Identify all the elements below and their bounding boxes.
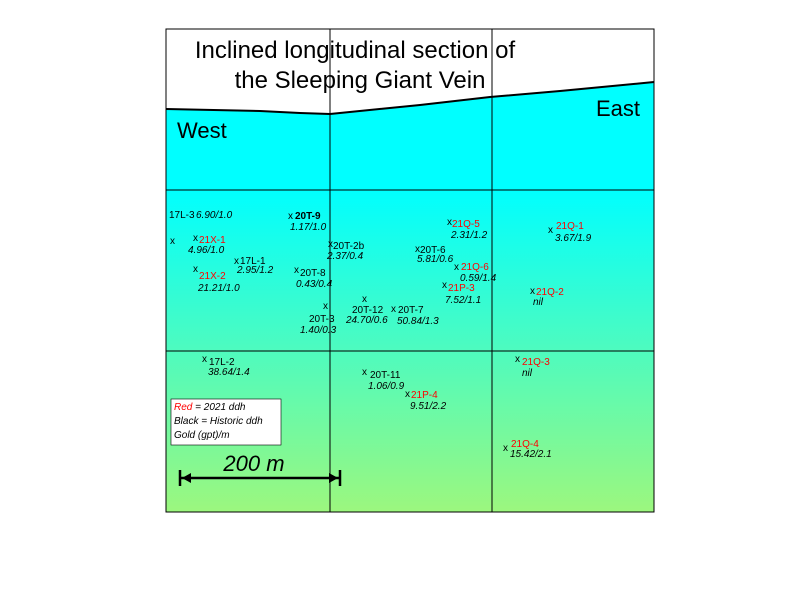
scale-bar-arrow-right [329,473,338,483]
surface-line [165,81,655,116]
drill-hole-marker-21p-3: x [442,280,447,291]
drill-hole-value-21q-1: 3.67/1.9 [555,233,592,244]
drill-hole-value-21q-6: 0.59/1.4 [460,273,497,284]
vein-area [166,82,654,512]
drill-hole-id-20t-3: 20T-3 [309,314,335,325]
drill-hole-marker-21x-1: x [193,233,198,244]
drill-hole-id-21q-4: 21Q-4 [511,439,539,450]
drill-hole-marker: x [170,236,175,247]
drill-hole-value-17l-1: 2.95/1.2 [236,265,274,276]
drill-hole-id-17l-1: 17L-1 [240,256,266,267]
drill-hole-id-21p-3: 21P-3 [448,283,475,294]
drill-hole-value-21x-2: 21.21/1.0 [197,283,240,294]
drill-hole-marker-20t-9: x [288,211,293,222]
drill-hole-value-21q-4: 15.42/2.1 [510,449,552,460]
drill-hole-marker-20t-11: x [362,367,367,378]
legend-red-word: Red [174,402,193,413]
drill-hole-value-20t-2b: 2.37/0.4 [326,251,364,262]
drill-hole-id-21q-1: 21Q-1 [556,221,584,232]
drill-hole-value-21x-1: 4.96/1.0 [188,245,225,256]
drill-hole-id-21p-4: 21P-4 [411,390,438,401]
drill-hole-value-21q-2: nil [533,297,544,308]
drill-hole-value-20t-6: 5.81/0.6 [417,254,454,265]
drill-hole-marker-20t-3: x [323,301,328,312]
drill-hole-id-21q-2: 21Q-2 [536,287,564,298]
drill-hole-id-20t-8: 20T-8 [300,268,326,279]
drill-hole-marker-21q-6: x [454,262,459,273]
drill-hole-id-20t-6: 20T-6 [420,245,446,256]
scale-bar-label: 200 m [222,451,284,476]
drill-hole-marker-21x-2: x [193,264,198,275]
legend-line-gold: Gold (gpt)/m [174,430,230,441]
legend-red-rest: = 2021 ddh [192,402,246,413]
drill-hole-marker-21p-4: x [405,389,410,400]
drill-hole-id-20t-12: 20T-12 [352,305,384,316]
drill-hole-id-21q-6: 21Q-6 [461,262,489,273]
legend-line-black: Black = Historic ddh [174,416,263,427]
drill-hole-id-21x-1: 21X-1 [199,235,226,246]
drill-hole-id-17l-3: 17L-3 [169,210,195,221]
drill-hole-value-20t-9: 1.17/1.0 [290,222,327,233]
drill-hole-marker-20t-8: x [294,265,299,276]
drill-hole-marker-21q-3: x [515,354,520,365]
drill-hole-marker-17l-2: x [202,354,207,365]
scale-bar: 200 m [178,451,342,486]
title-line-1: Inclined longitudinal section of [195,37,516,64]
drill-hole-id-21q-5: 21Q-5 [452,219,480,230]
drill-hole-value-20t-3: 1.40/0.3 [300,325,337,336]
drill-hole-marker-21q-4: x [503,443,508,454]
drill-hole-value-20t-12: 24.70/0.6 [345,315,388,326]
drill-hole-id-17l-2: 17L-2 [209,357,235,368]
drill-hole-marker-20t-12: x [362,294,367,305]
drill-hole-id-20t-9: 20T-9 [295,211,321,222]
drill-hole-id-20t-2b: 20T-2b [333,241,365,252]
drill-hole-id-21x-2: 21X-2 [199,271,226,282]
direction-west-label: West [177,118,227,143]
legend: Red = 2021 ddh Black = Historic ddh Gold… [170,398,282,446]
drill-hole-marker-20t-7: x [391,304,396,315]
legend-box [170,398,282,446]
drill-hole-value-21q-5: 2.31/1.2 [450,230,488,241]
drill-hole-marker-21q-1: x [548,225,553,236]
direction-east-label: East [596,96,640,121]
drill-hole-marker-20t-6: x [415,244,420,255]
drill-hole-value-20t-7: 50.84/1.3 [397,316,439,327]
legend-line-red: Red = 2021 ddh [174,402,246,413]
drill-hole-value-17l-2: 38.64/1.4 [208,367,250,378]
drill-hole-value-21q-3: nil [522,368,533,379]
drill-hole-value-20t-8: 0.43/0.4 [296,279,333,290]
drill-hole-value-21p-4: 9.51/2.2 [410,401,447,412]
drill-hole-value-20t-11: 1.06/0.9 [368,381,405,392]
drill-hole-marker-21q-2: x [530,286,535,297]
drill-hole-id-20t-7: 20T-7 [398,305,424,316]
drill-hole-value-21p-3: 7.52/1.1 [445,295,481,306]
drill-hole-marker-17l-1: x [234,256,239,267]
frame-border [165,28,655,513]
drill-hole-id-20t-11: 20T-11 [370,370,401,381]
grid-lines [166,29,654,512]
title-line-2: the Sleeping Giant Vein [235,67,486,94]
drill-hole-value-17l-3: 6.90/1.0 [196,210,233,221]
scale-bar-arrow-left [182,473,191,483]
drill-hole-marker-20t-2b: x [328,239,333,250]
drill-hole-id-21q-3: 21Q-3 [522,357,550,368]
drill-hole-marker-21q-5: x [447,217,452,228]
